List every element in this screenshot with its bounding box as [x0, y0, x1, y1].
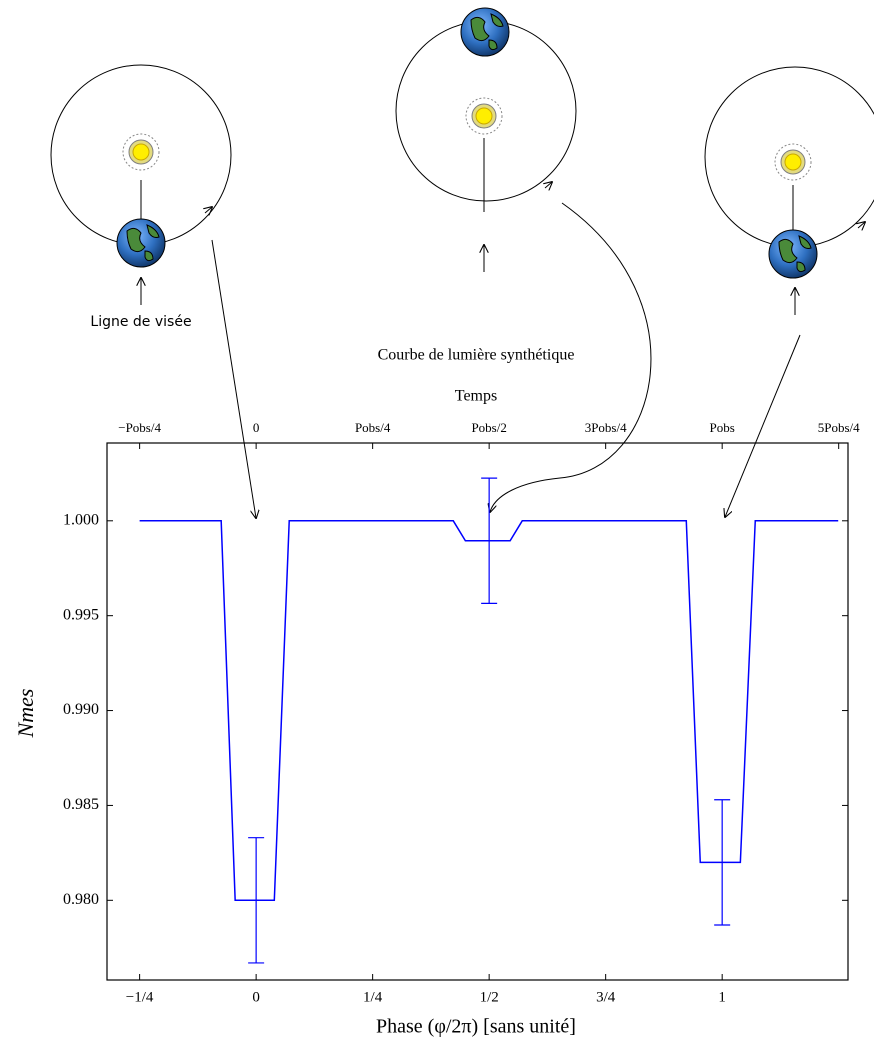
x2-tick-label: −Pobs/4	[118, 420, 161, 435]
y-tick-label: 1.000	[63, 511, 99, 528]
x-tick-label: −1/4	[126, 989, 154, 1005]
chart-title: Courbe de lumière synthétique	[378, 347, 575, 364]
plot-frame	[106, 442, 849, 981]
x-tick-label: 0	[252, 989, 260, 1005]
x-tick-label: 1	[718, 989, 726, 1005]
pointer-arrow	[490, 202, 652, 512]
x-tick-label: 3/4	[596, 989, 616, 1005]
pointer-arrow	[725, 334, 801, 517]
error-bar	[248, 837, 265, 964]
line	[139, 520, 839, 902]
earth	[768, 229, 818, 279]
illustrations	[50, 7, 874, 518]
x-tick-label: 1/2	[480, 989, 499, 1005]
earth	[116, 218, 166, 268]
x-axis-label: Phase (φ/2π) [sans unité]	[376, 1016, 576, 1038]
x2-tick-label: 0	[253, 420, 260, 435]
x2-tick-label: 5Pobs/4	[818, 420, 860, 435]
earth	[460, 7, 510, 57]
y-axis-label: Nmes	[13, 689, 38, 739]
x2-tick-label: 3Pobs/4	[585, 420, 627, 435]
orbit-arrow	[205, 207, 212, 213]
orbit-arrow	[858, 222, 865, 228]
x2-tick-label: Pobs/2	[471, 420, 506, 435]
orbit-arrow	[545, 182, 552, 188]
y-tick-label: 0.990	[63, 701, 99, 718]
x-tick-label: 1/4	[363, 989, 383, 1005]
error-bar	[481, 477, 498, 604]
sun	[465, 97, 503, 135]
x2-tick-label: Pobs/4	[355, 420, 391, 435]
y-tick-label: 0.995	[63, 606, 99, 623]
y-tick-label: 0.980	[63, 891, 99, 908]
sun	[122, 133, 160, 171]
x2-axis-label: Temps	[455, 388, 497, 405]
x2-tick-label: Pobs	[710, 420, 735, 435]
sun	[774, 143, 812, 181]
y-tick-label: 0.985	[63, 796, 99, 813]
annotation: Ligne de visée	[90, 314, 191, 330]
error-bar	[714, 799, 731, 926]
pointer-arrow	[211, 239, 256, 518]
